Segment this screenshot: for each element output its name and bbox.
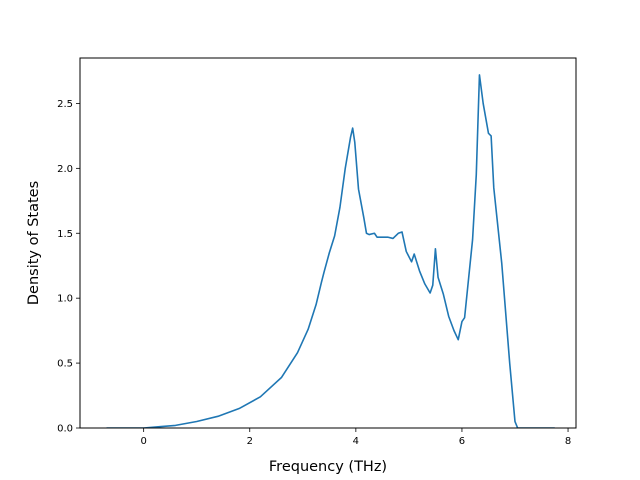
dos-series-line-0	[106, 74, 555, 428]
y-tick-label: 0.0	[57, 424, 73, 435]
y-axis-label: Density of States	[26, 181, 42, 305]
series-layer	[106, 74, 555, 428]
x-tick-label: 8	[565, 436, 571, 447]
tick-layer: 0 2 4 6 8 0.0 0.5 1.0 1.5 2.0 2.5	[57, 99, 571, 447]
x-axis-label: Frequency (THz)	[269, 459, 387, 475]
y-tick-label: 1.5	[57, 229, 73, 240]
plot-area-background	[80, 58, 576, 428]
y-tick-label: 0.5	[57, 359, 73, 370]
x-tick-label: 4	[353, 436, 359, 447]
y-tick-label: 2.0	[57, 164, 73, 175]
x-tick-label: 0	[140, 436, 146, 447]
y-tick-label: 1.0	[57, 294, 73, 305]
y-tick-label: 2.5	[57, 99, 73, 110]
x-tick-label: 2	[247, 436, 253, 447]
plot-frame	[79, 57, 577, 429]
x-tick-label: 6	[459, 436, 465, 447]
